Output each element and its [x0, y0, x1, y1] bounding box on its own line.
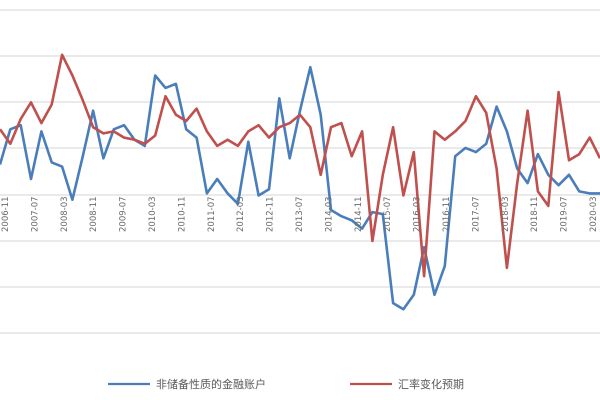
series-line-financial-account [0, 65, 600, 311]
gridlines [0, 9, 600, 334]
x-tick-label: 2018-03 [501, 196, 511, 232]
x-tick-label: 2010-11 [177, 196, 187, 232]
x-tick-label: 2010-03 [148, 196, 158, 232]
legend-label-exchange-rate-expectation: 汇率变化预期 [398, 377, 464, 391]
x-tick-label: 2018-11 [530, 196, 540, 232]
x-tick-label: 2013-07 [295, 196, 305, 232]
x-tick-label: 2020-03 [589, 196, 599, 232]
x-tick-label: 2016-11 [442, 196, 452, 232]
x-tick-label: 2015-07 [383, 196, 393, 232]
legend: 非储备性质的金融账户 汇率变化预期 [108, 377, 464, 391]
x-tick-label: 2008-03 [60, 196, 70, 232]
x-tick-label: 2012-11 [266, 196, 276, 232]
x-tick-label: 2014-03 [324, 196, 334, 232]
x-tick-label: 2006-11 [1, 196, 11, 232]
x-tick-label: 2014-11 [354, 196, 364, 232]
x-tick-label: 2017-07 [471, 196, 481, 232]
x-tick-label: 2008-11 [89, 196, 99, 232]
series-layer [0, 53, 600, 311]
x-tick-label: 2012-03 [236, 196, 246, 232]
x-tick-label: 2007-07 [30, 196, 40, 232]
x-tick-label: 2019-07 [560, 196, 570, 232]
legend-label-financial-account: 非储备性质的金融账户 [156, 377, 266, 391]
x-tick-labels: 2006-11 2007-07 2008-03 2008-11 2009-07 2010-… [1, 196, 599, 232]
x-tick-label: 2011-07 [207, 196, 217, 232]
x-tick-label: 2016-03 [413, 196, 423, 232]
x-tick-label: 2009-07 [119, 196, 129, 232]
series-line-exchange-rate-expectation [0, 53, 600, 278]
